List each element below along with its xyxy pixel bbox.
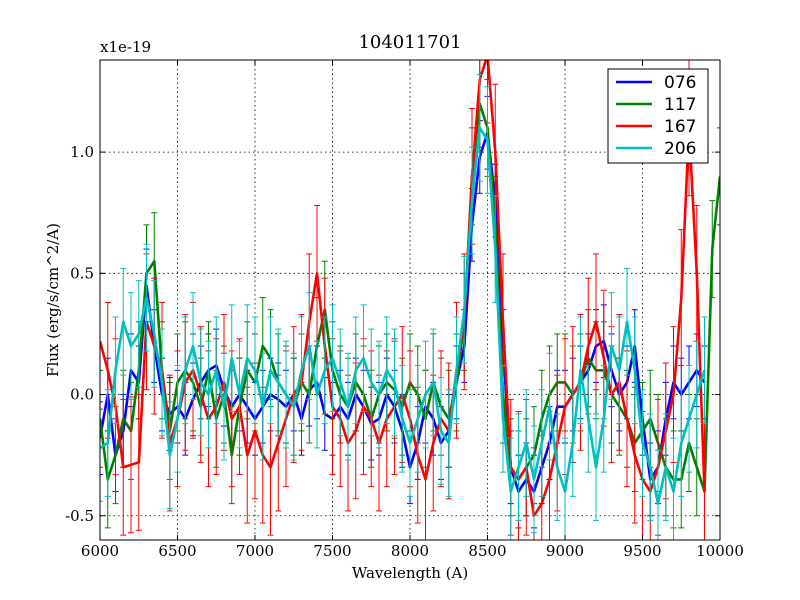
x-tick-label: 8000 <box>391 542 429 560</box>
y-multiplier: x1e-19 <box>100 38 151 56</box>
series-206 <box>100 74 708 540</box>
y-tick-labels: -0.5 0.0 0.5 1.0 <box>65 143 94 525</box>
legend-label-117: 117 <box>664 95 696 115</box>
y-tick-label: 0.5 <box>70 264 94 282</box>
legend-label-076: 076 <box>664 73 696 93</box>
series-area <box>100 60 720 540</box>
legend-label-167: 167 <box>664 117 696 137</box>
x-tick-label: 7000 <box>236 542 274 560</box>
legend-label-206: 206 <box>664 139 696 159</box>
x-tick-label: 6000 <box>81 542 119 560</box>
y-tick-label: 1.0 <box>70 143 94 161</box>
y-tick-label: -0.5 <box>65 507 94 525</box>
series-line-206 <box>100 126 706 505</box>
x-tick-labels: 6000 6500 7000 7500 8000 8500 9000 9500 10000 <box>81 542 744 560</box>
axis-ticks <box>99 60 721 540</box>
x-tick-label: 10000 <box>696 542 744 560</box>
x-tick-label: 8500 <box>468 542 506 560</box>
x-tick-label: 9000 <box>546 542 584 560</box>
x-tick-label: 6500 <box>158 542 196 560</box>
grid <box>100 60 720 540</box>
y-tick-label: 0.0 <box>70 386 94 404</box>
x-tick-label: 9500 <box>623 542 661 560</box>
x-tick-label: 7500 <box>313 542 351 560</box>
y-axis-label: Flux (erg/s/cm^2/A) <box>44 223 62 377</box>
chart-title: 104011701 <box>358 32 461 53</box>
x-axis-label: Wavelength (A) <box>352 564 468 582</box>
